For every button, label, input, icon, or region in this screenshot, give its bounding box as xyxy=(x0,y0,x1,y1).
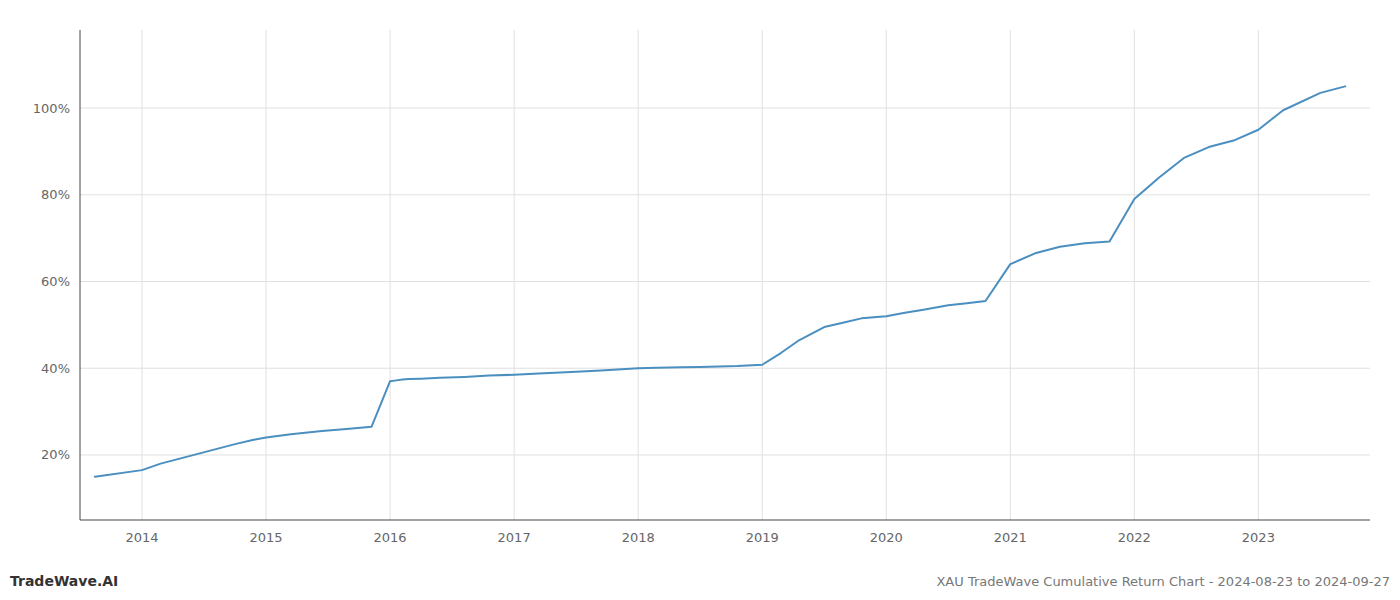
x-axis-line xyxy=(80,520,1370,521)
y-tick-label: 20% xyxy=(41,447,70,462)
grid-line-y xyxy=(80,368,1370,369)
grid-line-y xyxy=(80,194,1370,195)
grid-line-x xyxy=(390,30,391,520)
grid-line-x xyxy=(266,30,267,520)
grid-line-y xyxy=(80,454,1370,455)
grid-line-x xyxy=(142,30,143,520)
x-tick-label: 2018 xyxy=(622,530,655,545)
grid-line-x xyxy=(1010,30,1011,520)
y-tick-label: 60% xyxy=(41,274,70,289)
grid-line-x xyxy=(514,30,515,520)
grid-line-y xyxy=(80,108,1370,109)
y-tick-label: 80% xyxy=(41,187,70,202)
x-tick-label: 2017 xyxy=(498,530,531,545)
data xyxy=(95,86,1345,476)
grid-line-x xyxy=(1258,30,1259,520)
chart: 2014 2015 2016 2017 2018 2019 2020 2021 2022 2023… xyxy=(0,0,1400,600)
grid-line-y xyxy=(80,281,1370,282)
grid-line-x xyxy=(1134,30,1135,520)
x-tick-label: 2021 xyxy=(994,530,1027,545)
x-tick-label: 2019 xyxy=(746,530,779,545)
grid-line-x xyxy=(638,30,639,520)
y-axis-line xyxy=(80,30,81,520)
y-tick-label: 40% xyxy=(41,361,70,376)
line xyxy=(95,86,1345,476)
grid-line-x xyxy=(886,30,887,520)
ticks: 2014 2015 2016 2017 2018 2019 2020 2021 2022 2023… xyxy=(33,101,1275,545)
x-tick-label: 2022 xyxy=(1118,530,1151,545)
background xyxy=(0,0,1400,600)
x-tick-label: 2015 xyxy=(250,530,283,545)
x-tick-label: 2016 xyxy=(374,530,407,545)
x-tick-label: 2023 xyxy=(1242,530,1275,545)
page: {"chart_data": { "type": "line", "title"… xyxy=(0,0,1400,600)
y-tick-label: 100% xyxy=(33,101,70,116)
grid-line-x xyxy=(762,30,763,520)
texts: TradeWave.AI XAU TradeWave Cumulative Ret… xyxy=(10,573,1390,589)
title: XAU TradeWave Cumulative Return Chart - … xyxy=(936,574,1390,589)
x-tick-label: 2014 xyxy=(125,530,158,545)
grid xyxy=(80,30,1370,520)
watermark: TradeWave.AI xyxy=(10,573,118,589)
x-tick-label: 2020 xyxy=(870,530,903,545)
